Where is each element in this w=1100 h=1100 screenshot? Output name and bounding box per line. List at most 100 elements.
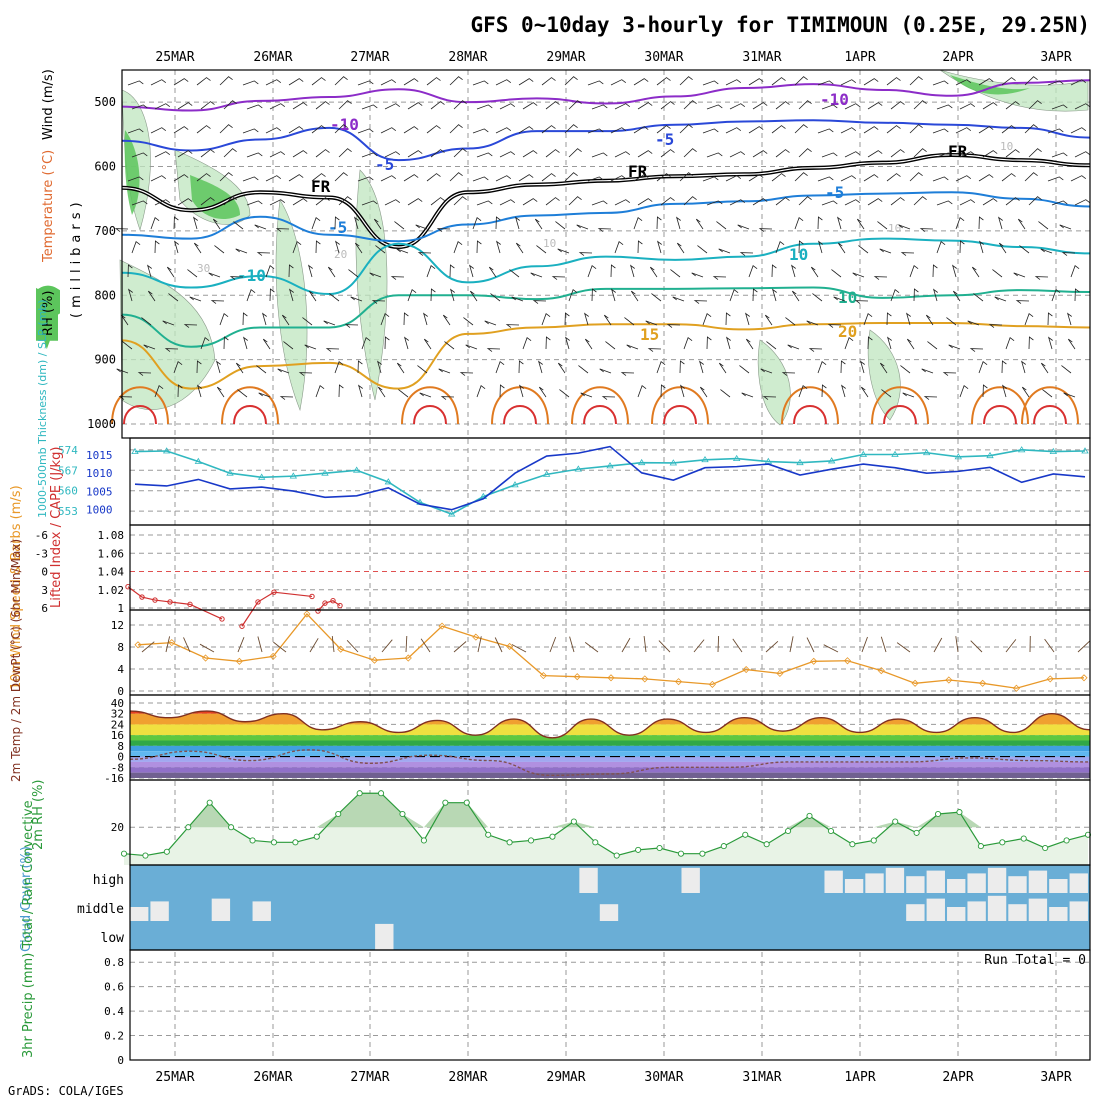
wind-barb [449,172,463,182]
wind-barb [246,200,263,206]
thickness-marker [606,462,614,469]
wind-barb [932,128,949,134]
panel-frame-precip [129,949,1091,1061]
isotherm-fr-outer [121,152,1091,250]
wind-barb [982,102,998,110]
wind-barb [817,80,834,86]
wind-barb [752,198,768,206]
wind-barb [375,245,386,254]
wind-barb [647,348,662,352]
wind-barb [1017,218,1026,230]
date-label-bottom: 26MAR [253,1070,292,1085]
surface-wind-barb [970,640,983,653]
wind-barb [683,196,697,206]
wind-barb [739,365,750,374]
wind-barb [720,389,731,398]
wind-barb [923,396,938,400]
wind-barb [223,336,229,350]
surface-wind-barb [861,636,868,653]
wind-barb [334,361,344,374]
wind-barb [275,228,290,232]
date-label-bottom: 30MAR [644,1070,683,1085]
wind-barb [495,175,512,182]
isotherm-25 [111,386,169,425]
li-marker [187,601,193,608]
wind-barb [952,290,961,302]
surface-wind-barb [477,636,482,653]
wind-barb [472,217,482,230]
wind-barb [906,338,915,350]
wind-barb [584,338,593,350]
wind-barb [147,290,156,302]
run-total: Run Total = 0 [984,953,1086,968]
wind-barb [334,172,348,182]
wind-barb [679,124,693,134]
wind-marker [337,645,345,653]
rh-marker [1063,837,1070,844]
wind-barb [269,199,286,206]
wind-barb [514,216,520,230]
wind-barb [771,288,777,302]
cloud-cell-high [579,867,598,893]
surface-wind-barb [658,640,671,653]
wind-barb [246,104,263,110]
panel-frame-cape [129,524,1091,611]
ylabel-precip: 3hr Precip (mm) Total / Rain Convective [21,800,36,1058]
rh-marker [292,839,299,846]
wind-barb [1028,196,1042,206]
series-lifted-index [317,600,341,612]
axis-labels: 25MAR 25MAR 26MAR 26MAR 27MAR 27MAR 28MAR 28MAR… [35,50,1072,1085]
wind-barb [729,289,739,302]
wind-tick-label: 12 [111,619,124,632]
wind-barb [196,384,202,398]
wind-barb [173,174,189,182]
wind-barb [729,103,746,110]
wind-barb [288,264,294,278]
wind-barb [557,362,566,374]
wind-marker [708,680,716,688]
wind-barb [541,77,556,86]
wind-barb [371,300,386,304]
wind-barb [325,348,340,352]
wind-barb [308,290,317,302]
cloud-cell-high [947,879,966,893]
wind-barb [1024,124,1038,134]
isotherm-30 [793,405,827,425]
isotherm-30 [883,405,917,425]
isotherm-25 [401,386,459,425]
wind-barb [187,269,198,278]
wind-barb [465,344,478,350]
pressure-tick-label: 700 [94,224,116,238]
rh-shade [867,329,901,421]
wind-barb [656,77,671,86]
surface-wind-barb [165,636,171,653]
wind-barb [193,242,202,254]
wind-barb [900,252,915,256]
wind-barb [141,317,152,326]
wind-barb [591,200,608,206]
wind-barb [660,384,666,398]
isotherm-30 [123,405,157,425]
wind-barb [787,344,800,350]
wind-barb [712,276,727,280]
wind-barb [127,288,133,302]
wind-barb [702,176,719,182]
wind-barb [430,149,445,158]
wind-barb [1061,365,1072,374]
wind-barb [453,241,463,254]
wind-barb [407,150,423,158]
wind-barb [831,269,842,278]
cloud-cell-middle [252,901,271,921]
wind-barb [699,386,708,398]
wind-barb [578,252,593,256]
wind-marker [641,675,649,683]
wind-barb [982,198,998,206]
temp-tick-label: 32 [111,708,124,721]
wind-barb [587,128,604,134]
isotherm-25 [651,386,709,425]
wind-barb [518,126,534,134]
wind-barb [189,296,202,302]
contour-label: -10 [330,115,359,134]
wind-barb [610,264,616,278]
wind-barb [495,127,512,134]
